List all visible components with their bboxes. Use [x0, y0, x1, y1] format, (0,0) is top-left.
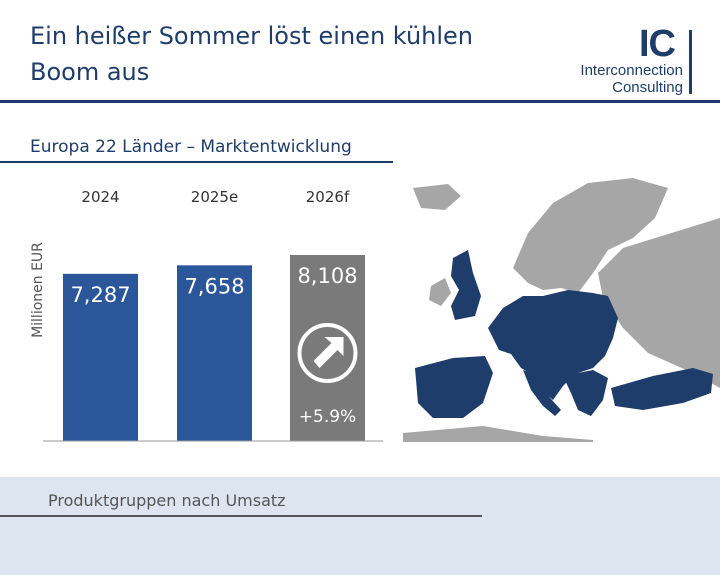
logo-bar: [689, 30, 692, 94]
growth-label: +5.9%: [299, 407, 356, 427]
map-region-iberia: [415, 356, 493, 418]
header-divider: [0, 100, 720, 103]
value-label-2024: 7,287: [70, 283, 130, 307]
growth-circle-icon: [297, 323, 358, 383]
section-title: Europa 22 Länder – Marktentwicklung: [30, 137, 352, 157]
bottom-section-title: Produktgruppen nach Umsatz: [48, 491, 286, 510]
company-logo: IC Interconnection Consulting: [555, 23, 695, 98]
category-label-2026f: 2026f: [306, 188, 350, 206]
growth-arrow-icon: [313, 337, 344, 368]
title-line-1: Ein heißer Sommer löst einen kühlen: [30, 22, 474, 50]
europe-map: [393, 178, 720, 442]
map-region-turkey: [611, 368, 713, 410]
map-region-iceland: [413, 184, 461, 210]
map-region-east: [598, 218, 720, 388]
title-line-2: Boom aus: [30, 58, 150, 86]
value-label-2026f: 8,108: [297, 264, 357, 288]
map-region-balkans: [563, 370, 608, 416]
map-region-ireland: [429, 278, 451, 306]
map-region-italy: [523, 370, 561, 416]
map-region-continent: [488, 290, 618, 400]
section-divider: [0, 161, 393, 163]
bottom-divider: [0, 515, 482, 517]
logo-mark: IC: [639, 23, 676, 65]
map-region-scandinavia: [513, 178, 668, 293]
logo-line-1: Interconnection: [580, 62, 683, 79]
logo-line-2: Consulting: [612, 79, 683, 96]
map-region-uk: [451, 250, 481, 320]
value-label-2025e: 7,658: [184, 274, 244, 298]
page-title: Ein heißer Sommer löst einen kühlen Boom…: [30, 18, 530, 90]
category-label-2024: 2024: [81, 188, 119, 206]
category-label-2025e: 2025e: [191, 188, 238, 206]
bar-chart: Millionen EUR 2024 7,287 2025e 7,658 2026f 8,1…: [30, 188, 383, 442]
map-region-africa: [403, 426, 593, 442]
bar-2025e: [177, 265, 252, 441]
bottom-panel: [0, 477, 720, 575]
bar-2024: [63, 273, 138, 441]
y-axis-label: Millionen EUR: [30, 242, 46, 338]
